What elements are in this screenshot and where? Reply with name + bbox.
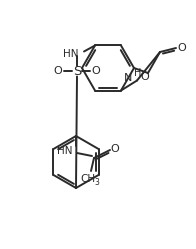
Text: N: N bbox=[124, 72, 132, 82]
Text: O: O bbox=[54, 66, 62, 76]
Text: O: O bbox=[92, 66, 100, 76]
Text: CH: CH bbox=[80, 174, 96, 184]
Text: O: O bbox=[178, 43, 186, 53]
Text: 3: 3 bbox=[94, 178, 99, 187]
Text: H: H bbox=[134, 67, 142, 77]
Text: HN: HN bbox=[64, 50, 79, 60]
Text: O: O bbox=[141, 72, 149, 82]
Text: S: S bbox=[73, 65, 81, 78]
Text: O: O bbox=[111, 144, 119, 154]
Text: HN: HN bbox=[57, 146, 73, 156]
